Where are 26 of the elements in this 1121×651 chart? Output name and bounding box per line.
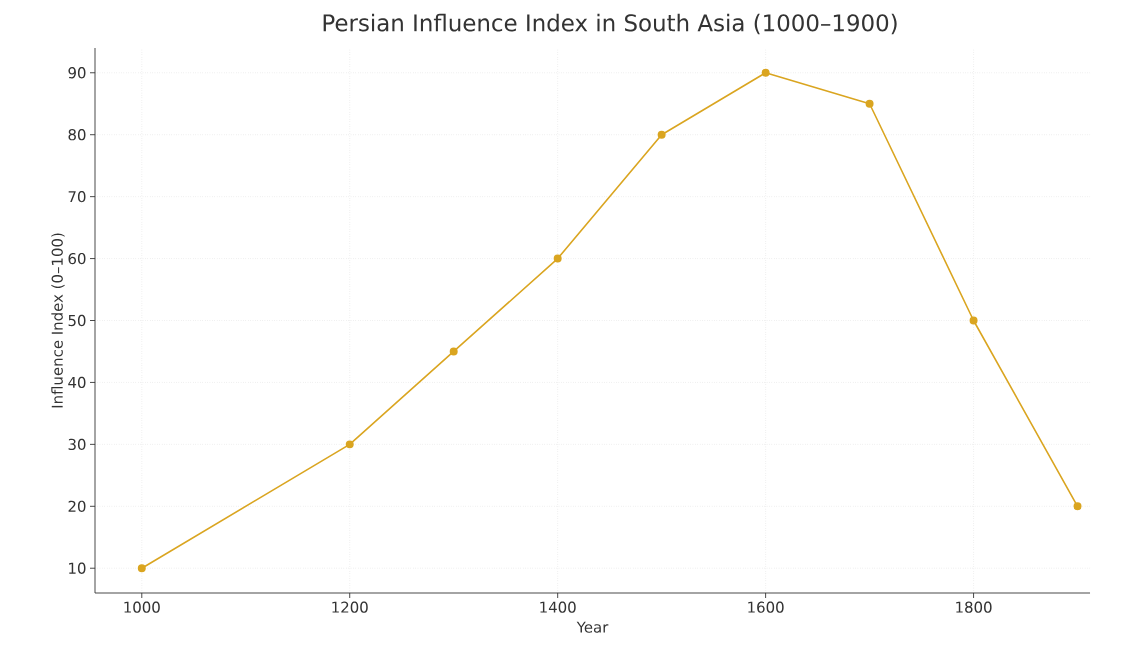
point bbox=[761, 68, 770, 77]
point bbox=[969, 316, 978, 325]
y-tick-label: 50 bbox=[68, 314, 86, 327]
x-axis-title: Year bbox=[576, 621, 609, 633]
y-tick-label: 10 bbox=[69, 562, 86, 574]
point bbox=[345, 440, 354, 449]
point bbox=[865, 99, 874, 108]
point bbox=[449, 347, 458, 356]
x-tick-label: 1200 bbox=[332, 601, 368, 613]
x-tick-label: 1000 bbox=[124, 601, 160, 613]
y-tick-label: 60 bbox=[68, 252, 86, 265]
chart-title: Persian Influence Index in South Asia (1000–1900) bbox=[323, 13, 897, 35]
y-tick-label: 40 bbox=[68, 376, 86, 389]
y-tick-label: 90 bbox=[68, 67, 86, 79]
point bbox=[657, 130, 666, 139]
y-tick-label: 70 bbox=[68, 190, 86, 203]
y-tick-label: 30 bbox=[68, 438, 86, 451]
point bbox=[1073, 502, 1082, 511]
point bbox=[137, 564, 146, 573]
y-tick-label: 80 bbox=[68, 129, 86, 141]
x-tick-label: 1600 bbox=[748, 601, 784, 613]
y-tick-label: 20 bbox=[68, 500, 86, 512]
y-axis-title: Influence Index (0–100) bbox=[51, 233, 65, 408]
point bbox=[553, 254, 562, 263]
x-tick-label: 1400 bbox=[540, 601, 576, 613]
x-tick-label: 1800 bbox=[956, 601, 992, 613]
